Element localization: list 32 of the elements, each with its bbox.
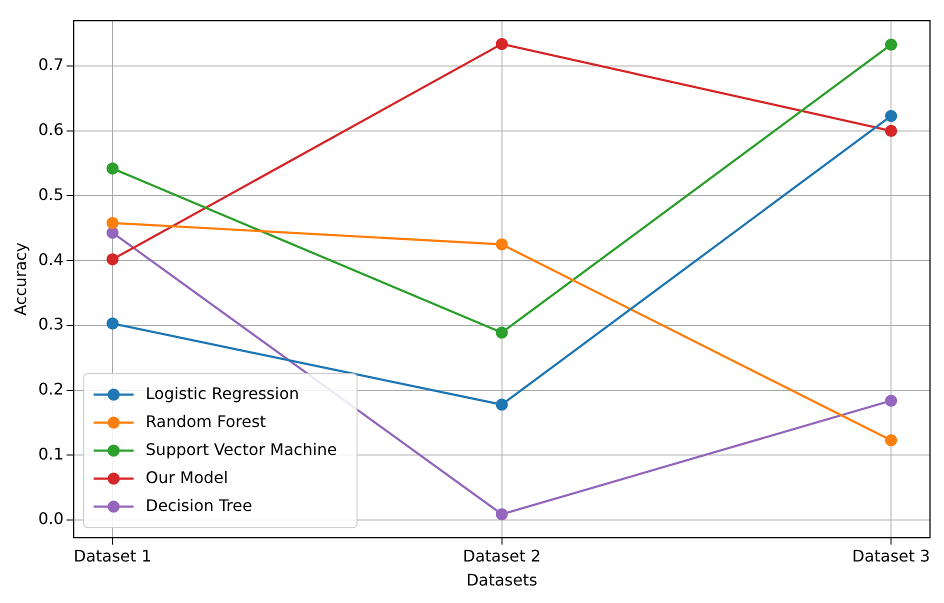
point (885, 434, 898, 446)
x-axis-title: Datasets (466, 570, 538, 590)
y-tick-label: 0.2 (38, 380, 64, 399)
legend-label: Support Vector Machine (146, 440, 338, 459)
point (885, 124, 898, 137)
y-tick-label: 0.1 (38, 444, 64, 464)
legend-label: Logistic Regression (146, 384, 300, 403)
y-tick-label: 0.6 (38, 120, 64, 140)
point (496, 398, 508, 411)
y-tick-label: 0.7 (38, 55, 64, 74)
point (496, 508, 508, 520)
y-tick-label: 0.5 (38, 184, 64, 204)
x-tick-label: Dataset 3 (852, 546, 930, 566)
y-tick-label: 0.0 (38, 509, 64, 528)
point (885, 110, 898, 122)
point (885, 394, 898, 407)
y-axis-title: Accuracy (10, 242, 30, 316)
x-tick-label: Dataset 1 (74, 546, 152, 566)
x-tick-label: Dataset 2 (462, 546, 541, 566)
point (496, 326, 508, 339)
legend-label: Decision Tree (146, 496, 252, 515)
point (496, 38, 508, 50)
point (496, 238, 508, 250)
point (106, 253, 119, 266)
point (885, 38, 898, 51)
point (106, 318, 119, 330)
legend-label: Our Model (146, 468, 228, 487)
legend-label: Random Forest (146, 412, 266, 431)
point (106, 216, 119, 229)
y-tick-label: 0.3 (38, 314, 64, 334)
point (106, 162, 119, 174)
y-tick-label: 0.4 (38, 250, 64, 269)
